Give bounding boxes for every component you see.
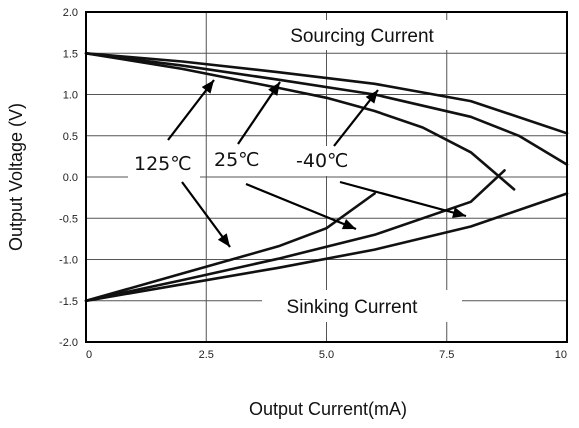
series-line-sourcing-m40c: [84, 51, 569, 135]
arrow-125-sinking-head: [217, 233, 230, 247]
series-line-sinking-25c: [84, 169, 506, 303]
y-axis-label: Output Voltage (V): [6, 103, 26, 251]
arrow-m40-sinking-head: [452, 207, 466, 218]
x-tick-label: 0: [86, 349, 92, 361]
y-tick-label: 0.0: [63, 172, 78, 184]
x-axis-label: Output Current(mA): [249, 399, 407, 419]
arrow-m40-sourcing-head: [365, 90, 378, 104]
sinking-label-bg: [262, 290, 462, 322]
arrow-125-sourcing-head: [201, 80, 214, 94]
x-tick-labels: 0 2.5 5.0 7.5 10: [86, 349, 567, 361]
sinking-current-label: Sinking Current: [287, 297, 419, 318]
arrow-25-sinking-shaft: [245, 182, 357, 231]
y-tick-labels: 2.0 1.5 1.0 0.5 0.0 -0.5 -1.0 -1.5 -2.0: [59, 7, 78, 349]
temp-125-bg: [128, 148, 200, 178]
x-tick-label: 7.5: [439, 349, 454, 361]
x-tick-label: 2.5: [199, 349, 214, 361]
sourcing-label-bg: [262, 20, 462, 50]
temp-m40-bg: [290, 146, 362, 176]
sourcing-current-label: Sourcing Current: [290, 26, 434, 47]
y-tick-label: 2.0: [63, 7, 78, 19]
y-tick-label: 1.5: [63, 48, 78, 60]
y-tick-label: -0.5: [59, 213, 78, 225]
temp-label-25: 25℃: [214, 149, 260, 171]
annotation-arrows: [167, 79, 467, 248]
arrow-25-sinking-head: [341, 218, 356, 230]
temp-label-m40: -40℃: [296, 150, 348, 172]
plot-frame: [85, 11, 568, 343]
x-tick-label: 5.0: [319, 349, 334, 361]
y-tick-label: -1.5: [59, 296, 78, 308]
y-tick-label: -2.0: [59, 337, 78, 349]
series-line-sourcing-125c: [84, 51, 516, 191]
arrow-25-sourcing-head: [268, 82, 280, 96]
series-line-sinking-125c: [84, 192, 376, 303]
series-line-sinking-m40c: [84, 192, 569, 303]
series-layer: [84, 51, 569, 303]
y-tick-label: 0.5: [63, 131, 78, 143]
temp-25-bg: [210, 145, 272, 175]
x-tick-label: 10: [555, 349, 567, 361]
y-tick-label: 1.0: [63, 90, 78, 102]
arrow-125-sinking-shaft: [181, 181, 231, 248]
temp-label-125: 125℃: [134, 153, 192, 175]
y-tick-label: -1.0: [59, 255, 78, 267]
arrow-m40-sinking-shaft: [339, 180, 467, 218]
